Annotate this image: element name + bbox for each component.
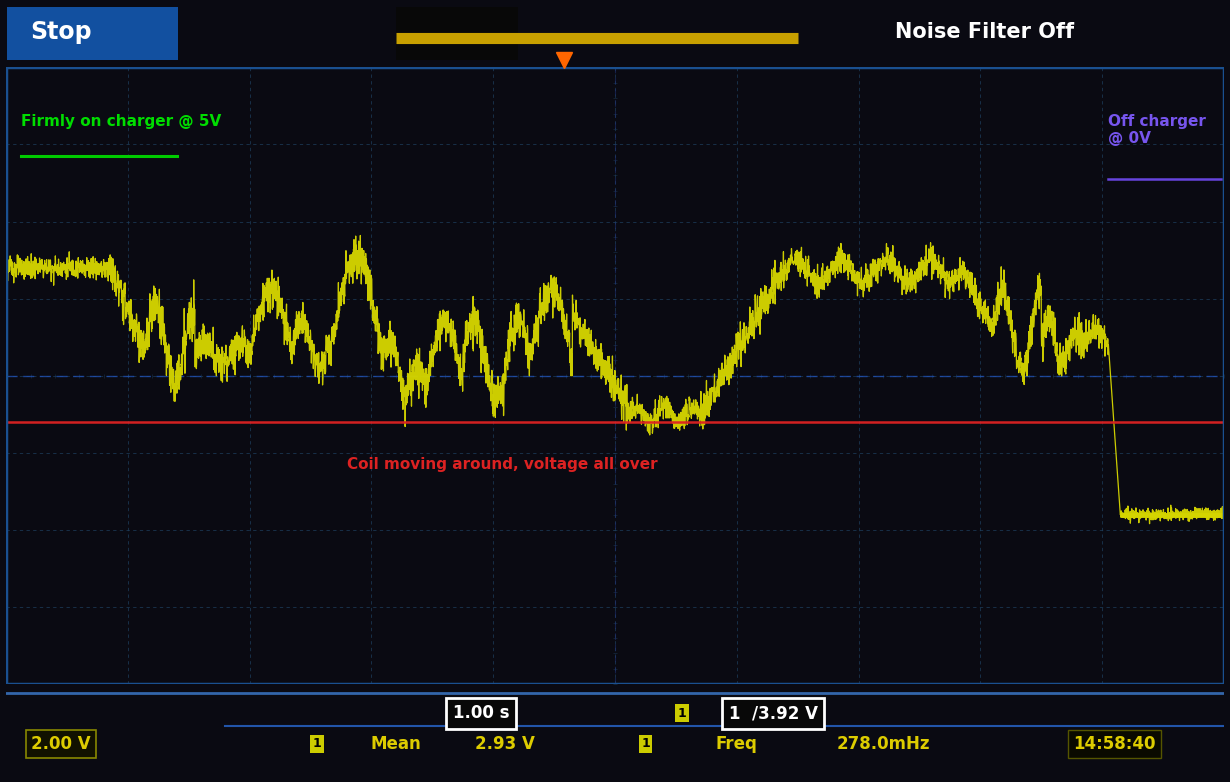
Text: 1.00 s: 1.00 s [453, 705, 509, 723]
Text: 1: 1 [678, 707, 686, 720]
Text: Freq: Freq [716, 735, 758, 753]
Text: Stop: Stop [31, 20, 92, 45]
FancyBboxPatch shape [7, 7, 178, 60]
Text: 14:58:40: 14:58:40 [1073, 735, 1155, 753]
Text: 1: 1 [312, 737, 321, 751]
Text: Mean: Mean [370, 735, 421, 753]
Text: 2.93 V: 2.93 V [476, 735, 535, 753]
Text: Off charger
@ 0V: Off charger @ 0V [1108, 113, 1207, 146]
Text: Noise Filter Off: Noise Filter Off [895, 23, 1074, 42]
FancyBboxPatch shape [396, 7, 518, 60]
Text: Coil moving around, voltage all over: Coil moving around, voltage all over [347, 457, 658, 472]
Text: 1: 1 [641, 737, 649, 751]
Text: 1  /3.92 V: 1 /3.92 V [729, 705, 818, 723]
Bar [6, 67, 1224, 684]
Text: Firmly on charger @ 5V: Firmly on charger @ 5V [21, 113, 221, 128]
Text: 278.0mHz: 278.0mHz [836, 735, 930, 753]
Text: 2.00 V: 2.00 V [31, 735, 91, 753]
